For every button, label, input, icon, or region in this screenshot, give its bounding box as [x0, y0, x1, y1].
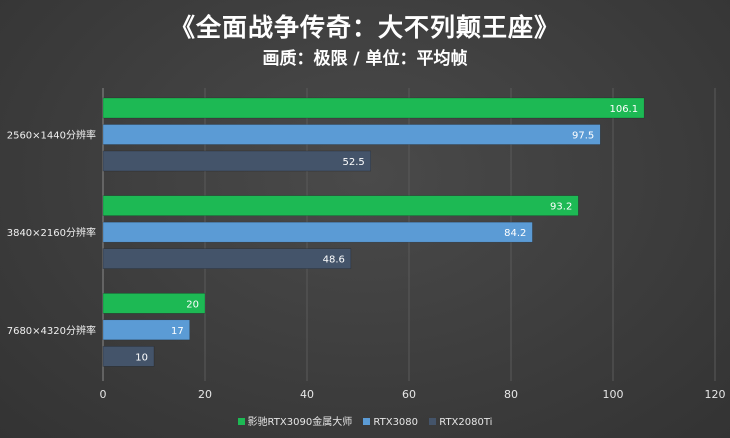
bars [102, 97, 645, 367]
legend-label: 影驰RTX3090金属大师 [247, 417, 353, 428]
legend: 影驰RTX3090金属大师 RTX3080 RTX2080Ti [0, 413, 730, 428]
legend-item: 影驰RTX3090金属大师 [237, 413, 353, 428]
x-tick-label: 20 [198, 388, 212, 401]
x-axis: 0 20 40 60 80 100 120 [100, 388, 726, 401]
legend-item: RTX2080Ti [429, 417, 492, 428]
bar-影驰RTX3090金属大师 [102, 293, 206, 314]
bar-RTX2080Ti [102, 248, 352, 269]
x-tick-label: 100 [603, 388, 624, 401]
x-tick-label: 0 [100, 388, 107, 401]
data-label: 20 [186, 299, 199, 310]
x-tick-label: 40 [300, 388, 314, 401]
category-label: 2560×1440分辨率 [7, 129, 96, 142]
bar-RTX3080 [102, 319, 190, 341]
data-label: 17 [171, 326, 184, 337]
category-label: 3840×2160分辨率 [7, 226, 96, 239]
chart-subtitle: 画质：极限 / 单位：平均帧 [262, 49, 468, 69]
data-label: 93.2 [550, 202, 572, 213]
data-label: 84.2 [504, 228, 526, 239]
data-labels: 106.1 97.5 52.5 93.2 84.2 48.6 20 17 10 [135, 104, 638, 363]
bar-RTX2080Ti [102, 150, 371, 172]
x-tick-label: 80 [504, 388, 518, 401]
x-tick-label: 60 [402, 388, 416, 401]
data-label: 106.1 [609, 104, 638, 115]
legend-swatch [237, 418, 245, 425]
bar-RTX2080Ti [102, 346, 155, 367]
data-label: 97.5 [572, 131, 594, 142]
bar-影驰RTX3090金属大师 [102, 195, 579, 216]
bar-影驰RTX3090金属大师 [102, 97, 645, 119]
legend-swatch [363, 418, 371, 425]
chart-title: 《全面战争传奇：大不列颠王座》 [169, 13, 560, 42]
legend-swatch [429, 418, 437, 425]
legend-label: RTX3080 [373, 417, 419, 428]
legend-label: RTX2080Ti [439, 417, 493, 428]
bar-RTX3080 [102, 124, 601, 145]
data-label: 52.5 [342, 157, 364, 168]
data-label: 10 [135, 352, 148, 363]
x-tick-label: 120 [705, 388, 726, 401]
category-label: 7680×4320分辨率 [7, 324, 96, 337]
bar-RTX3080 [102, 221, 533, 243]
category-axis: 2560×1440分辨率 3840×2160分辨率 7680×4320分辨率 [7, 88, 104, 381]
data-label: 48.6 [323, 255, 345, 266]
legend-item: RTX3080 [363, 417, 418, 428]
